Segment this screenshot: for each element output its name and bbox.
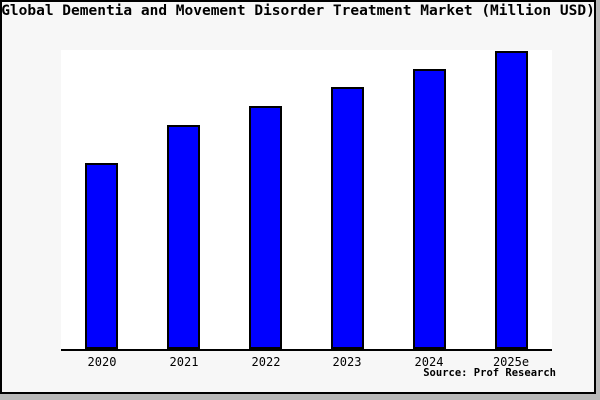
source-credit: Source: Prof Research xyxy=(423,367,556,379)
bar-2023 xyxy=(331,87,364,349)
x-tick-label-2020: 2020 xyxy=(87,355,117,369)
bar-2021 xyxy=(167,125,200,349)
bar-2025e xyxy=(495,51,528,349)
bar-2024 xyxy=(413,69,446,349)
chart-title: Global Dementia and Movement Disorder Tr… xyxy=(1,3,595,19)
x-tick-label-2022: 2022 xyxy=(251,355,281,369)
x-tick-label-2021: 2021 xyxy=(169,355,199,369)
plot-area xyxy=(61,50,552,351)
bar-2022 xyxy=(249,106,282,349)
x-tick-label-2024: 2024 xyxy=(414,355,444,369)
x-tick-label-2025e: 2025e xyxy=(492,355,530,369)
bar-2020 xyxy=(85,163,118,349)
x-tick-label-2023: 2023 xyxy=(332,355,362,369)
